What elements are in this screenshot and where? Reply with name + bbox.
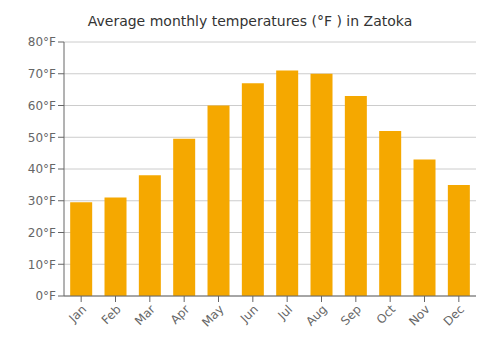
svg-text:Jun: Jun: [237, 302, 261, 326]
svg-text:60°F: 60°F: [28, 99, 56, 113]
svg-text:40°F: 40°F: [28, 162, 56, 176]
svg-text:Mar: Mar: [132, 302, 158, 328]
svg-text:Jul: Jul: [274, 302, 295, 323]
svg-text:0°F: 0°F: [35, 289, 56, 303]
svg-text:Sep: Sep: [338, 302, 364, 328]
svg-text:Apr: Apr: [168, 302, 193, 327]
svg-text:Oct: Oct: [374, 302, 399, 327]
html-text:Average monthly temperatures (: Average monthly temperatures (°F ) in Za…: [87, 13, 413, 29]
svg-text:50°F: 50°F: [28, 131, 56, 145]
svg-text:80°F: 80°F: [28, 35, 56, 49]
svg-text:Jan: Jan: [66, 302, 90, 326]
svg-text:May: May: [199, 302, 226, 329]
svg-text:Nov: Nov: [406, 302, 432, 328]
svg-text:20°F: 20°F: [28, 226, 56, 240]
svg-text:30°F: 30°F: [28, 194, 56, 208]
svg-text:70°F: 70°F: [28, 67, 56, 81]
svg-text:10°F: 10°F: [28, 258, 56, 272]
svg-text:Feb: Feb: [99, 302, 124, 327]
svg-text:Dec: Dec: [441, 302, 467, 328]
svg-text:Aug: Aug: [303, 302, 329, 328]
